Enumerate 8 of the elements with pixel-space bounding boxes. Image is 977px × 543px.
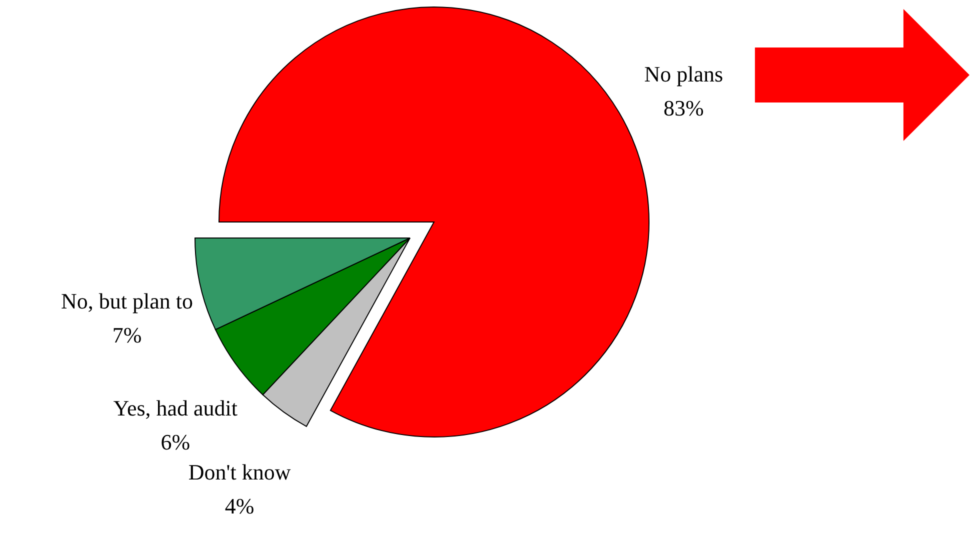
slice-label: No, but plan to	[60, 288, 193, 314]
data-label: 4%	[224, 494, 254, 519]
data-label: 83%	[663, 95, 704, 120]
slice-label: No plans	[644, 61, 724, 86]
data-label: 6%	[160, 429, 190, 454]
slice-label: Don't know	[188, 460, 291, 485]
slice-label: Yes, had audit	[113, 395, 238, 420]
data-label: 7%	[112, 322, 142, 348]
